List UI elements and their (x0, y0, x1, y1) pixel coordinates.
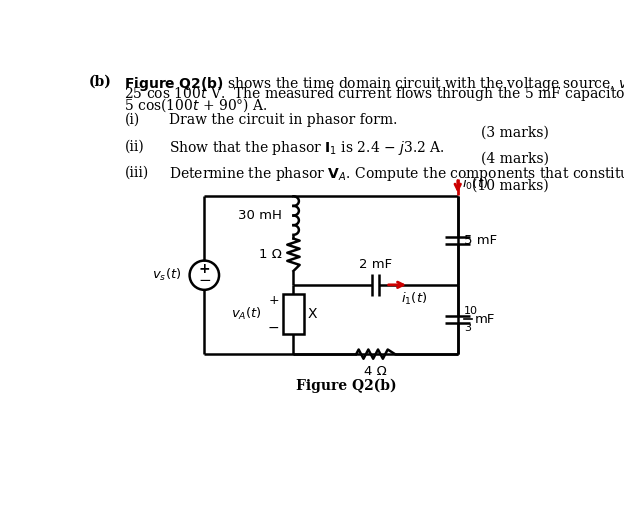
Text: +: + (269, 294, 280, 307)
Text: 5 mF: 5 mF (464, 234, 497, 247)
Text: 30 mH: 30 mH (238, 209, 282, 222)
Text: −: − (268, 321, 280, 335)
Text: $\bf{Figure\ Q2(b)}$ shows the time domain circuit with the voltage source, $v_s: $\bf{Figure\ Q2(b)}$ shows the time doma… (125, 74, 624, 93)
Text: (3 marks): (3 marks) (481, 126, 549, 139)
Text: 2 mF: 2 mF (359, 258, 392, 271)
Text: 10: 10 (464, 305, 478, 315)
Text: (b): (b) (89, 74, 112, 89)
Text: (10 marks): (10 marks) (472, 179, 549, 193)
Text: $v_A(t)$: $v_A(t)$ (231, 306, 261, 322)
Text: (ii): (ii) (125, 139, 144, 153)
Text: Determine the phasor $\mathbf{V}_A$. Compute the components that constitute X.: Determine the phasor $\mathbf{V}_A$. Com… (170, 165, 624, 184)
Text: 4 Ω: 4 Ω (364, 365, 387, 378)
Text: X: X (308, 307, 317, 321)
Text: $i_0(t)$: $i_0(t)$ (462, 176, 489, 193)
Text: +: + (198, 262, 210, 276)
Text: Figure Q2(b): Figure Q2(b) (296, 379, 397, 393)
Text: 3: 3 (464, 323, 471, 334)
Text: 1 Ω: 1 Ω (259, 248, 282, 261)
Text: −: − (198, 273, 211, 288)
Text: $v_s(t)$: $v_s(t)$ (152, 267, 181, 283)
Text: mF: mF (475, 313, 495, 326)
Text: Draw the circuit in phasor form.: Draw the circuit in phasor form. (170, 113, 398, 127)
Text: (4 marks): (4 marks) (481, 152, 549, 165)
Text: (iii): (iii) (125, 165, 149, 179)
Text: (i): (i) (125, 113, 140, 127)
Text: 5 cos(100$t$ + 90°) A.: 5 cos(100$t$ + 90°) A. (125, 96, 268, 114)
Bar (283, 294, 303, 334)
Text: 25 cos 100$t$ V.  The measured current flows through the 5 mF capacitor is $i_0(: 25 cos 100$t$ V. The measured current fl… (125, 86, 624, 103)
Text: Show that the phasor $\mathbf{I}_1$ is 2.4 $-$ $j$3.2 A.: Show that the phasor $\mathbf{I}_1$ is 2… (170, 139, 445, 157)
Text: $i_1(t)$: $i_1(t)$ (401, 291, 427, 307)
